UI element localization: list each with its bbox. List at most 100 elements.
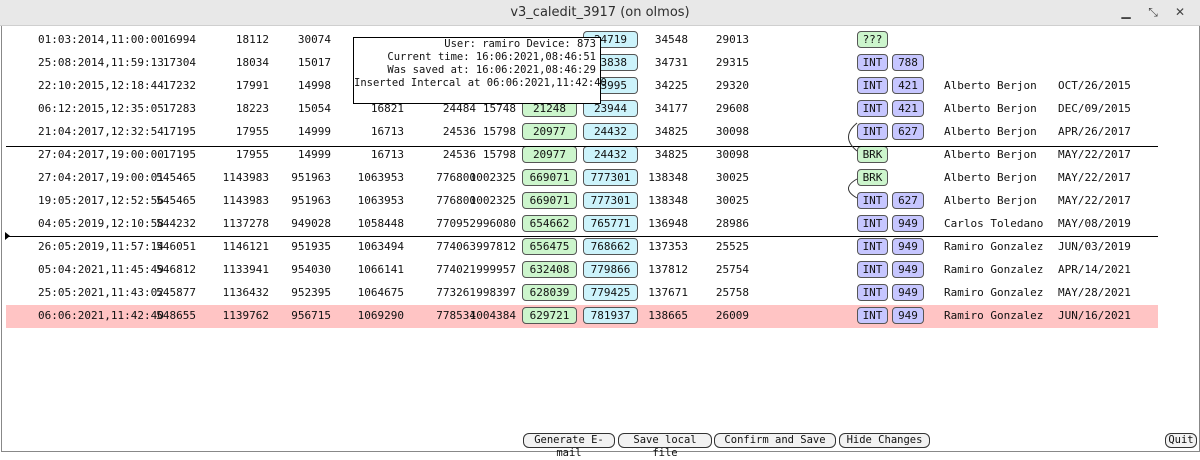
cell-name: Ramiro Gonzalez bbox=[944, 309, 1044, 322]
cell-date: MAY/22/2017 bbox=[1058, 148, 1131, 161]
cell-name: Ramiro Gonzalez bbox=[944, 263, 1044, 276]
cell-n1: 34548 bbox=[654, 33, 688, 46]
save-local-file-button[interactable]: Save local file bbox=[618, 433, 712, 459]
green-value-box[interactable]: 20977 bbox=[522, 146, 577, 163]
green-value-box[interactable]: 654662 bbox=[522, 215, 577, 232]
cyan-value-box[interactable]: 765771 bbox=[583, 215, 638, 232]
cell-date: MAY/08/2019 bbox=[1058, 217, 1131, 230]
table-row[interactable]: 19:05:2017,12:52:56 545465 1143983 951963 10… bbox=[6, 190, 1158, 213]
cell-n2: 30025 bbox=[715, 171, 749, 184]
hide-changes-button[interactable]: Hide Changes bbox=[839, 433, 930, 448]
cyan-value-box[interactable]: 779866 bbox=[583, 261, 638, 278]
cell-c1: 17304 bbox=[162, 56, 196, 69]
cyan-value-box[interactable]: 24432 bbox=[583, 146, 638, 163]
green-value-box[interactable]: 20977 bbox=[522, 123, 577, 140]
cell-c2: 1143983 bbox=[222, 171, 269, 184]
cell-name: Ramiro Gonzalez bbox=[944, 240, 1044, 253]
table-row[interactable]: 21:04:2017,12:32:54 17195 17955 14999 16713 2… bbox=[6, 121, 1158, 144]
green-value-box[interactable]: 669071 bbox=[522, 169, 577, 186]
tag-badge[interactable]: BRK bbox=[857, 169, 888, 186]
tag-badge[interactable]: INT bbox=[857, 261, 888, 278]
cell-c2: 17991 bbox=[235, 79, 269, 92]
generate-email-button[interactable]: Generate E-mail bbox=[523, 433, 615, 459]
cell-n1: 137353 bbox=[648, 240, 688, 253]
tag-badge[interactable]: INT bbox=[857, 77, 888, 94]
cyan-value-box[interactable]: 781937 bbox=[583, 307, 638, 324]
table-row[interactable]: 05:04:2021,11:45:49 546812 1133941 954030 10… bbox=[6, 259, 1158, 282]
cell-c3: 14999 bbox=[297, 148, 331, 161]
interval-number-badge[interactable]: 788 bbox=[892, 54, 924, 71]
cyan-value-box[interactable]: 23944 bbox=[583, 100, 638, 117]
cell-c1: 546812 bbox=[156, 263, 196, 276]
table-row[interactable]: 04:05:2019,12:10:58 544232 1137278 949028 10… bbox=[6, 213, 1158, 236]
tag-badge[interactable]: INT bbox=[857, 54, 888, 71]
interval-number-badge[interactable]: 949 bbox=[892, 284, 924, 301]
cell-c1: 548655 bbox=[156, 309, 196, 322]
close-icon[interactable]: ✕ bbox=[1174, 5, 1186, 19]
table-row[interactable]: 06:12:2015,12:35:05 17283 18223 15054 16821 2… bbox=[6, 98, 1158, 121]
interval-number-badge[interactable]: 949 bbox=[892, 307, 924, 324]
table-row[interactable]: 22:10:2015,12:18:44 17232 17991 14998 34225 2… bbox=[6, 75, 1158, 98]
green-value-box[interactable]: 632408 bbox=[522, 261, 577, 278]
table-row[interactable]: 06:06:2021,11:42:40 548655 1139762 956715 10… bbox=[6, 305, 1158, 328]
tag-badge[interactable]: ??? bbox=[857, 31, 888, 48]
table-row[interactable]: 27:04:2017,19:00:01 545465 1143983 951963 10… bbox=[6, 167, 1158, 190]
cyan-value-box[interactable]: 768662 bbox=[583, 238, 638, 255]
cyan-value-box[interactable]: 24432 bbox=[583, 123, 638, 140]
cell-date: APR/14/2021 bbox=[1058, 263, 1131, 276]
cell-c4: 1063494 bbox=[357, 240, 404, 253]
cell-c4: 1064675 bbox=[357, 286, 404, 299]
green-value-box[interactable]: 628039 bbox=[522, 284, 577, 301]
interval-number-badge[interactable]: 421 bbox=[892, 77, 924, 94]
cell-c2: 1133941 bbox=[222, 263, 269, 276]
cell-c3: 14999 bbox=[297, 125, 331, 138]
interval-number-badge[interactable]: 627 bbox=[892, 123, 924, 140]
green-value-box[interactable]: 656475 bbox=[522, 238, 577, 255]
cell-c3: 15017 bbox=[297, 56, 331, 69]
interval-number-badge[interactable]: 949 bbox=[892, 261, 924, 278]
cell-c6: 15798 bbox=[482, 148, 516, 161]
interval-number-badge[interactable]: 949 bbox=[892, 215, 924, 232]
cyan-value-box[interactable]: 777301 bbox=[583, 169, 638, 186]
interval-number-badge[interactable]: 627 bbox=[892, 192, 924, 209]
quit-button[interactable]: Quit bbox=[1165, 433, 1197, 448]
tooltip-line: Was saved at: 16:06:2021,08:46:29 bbox=[387, 64, 596, 76]
table-row[interactable]: 26:05:2019,11:57:14 546051 1146121 951935 10… bbox=[6, 236, 1158, 259]
maximize-icon[interactable]: ⤡ bbox=[1148, 5, 1158, 19]
tag-badge[interactable]: INT bbox=[857, 238, 888, 255]
cell-c1: 16994 bbox=[162, 33, 196, 46]
cell-n2: 29315 bbox=[715, 56, 749, 69]
cell-c5: 24536 bbox=[442, 148, 476, 161]
table-row[interactable]: 25:05:2021,11:43:02 545877 1136432 952395 10… bbox=[6, 282, 1158, 305]
confirm-and-save-button[interactable]: Confirm and Save bbox=[714, 433, 836, 448]
link-arc bbox=[848, 178, 858, 199]
cell-c3: 949028 bbox=[291, 217, 331, 230]
table-row[interactable]: 27:04:2017,19:00:00 17195 17955 14999 16713 2… bbox=[6, 144, 1158, 167]
tag-badge[interactable]: INT bbox=[857, 284, 888, 301]
tag-badge[interactable]: INT bbox=[857, 192, 888, 209]
tag-badge[interactable]: INT bbox=[857, 123, 888, 140]
window-title: v3_caledit_3917 (on olmos) bbox=[510, 5, 690, 20]
cyan-value-box[interactable]: 779425 bbox=[583, 284, 638, 301]
info-tooltip: User: ramiro Device: 873 Current time: 1… bbox=[353, 37, 607, 104]
tag-badge[interactable]: INT bbox=[857, 307, 888, 324]
cell-c3: 956715 bbox=[291, 309, 331, 322]
green-value-box[interactable]: 669071 bbox=[522, 192, 577, 209]
cell-c1: 17283 bbox=[162, 102, 196, 115]
cell-date: APR/26/2017 bbox=[1058, 125, 1131, 138]
tag-badge[interactable]: INT bbox=[857, 100, 888, 117]
minimize-icon[interactable]: ▁ bbox=[1121, 5, 1131, 19]
cell-c5: 773261 bbox=[436, 286, 476, 299]
cell-n1: 34225 bbox=[654, 79, 688, 92]
cyan-value-box[interactable]: 777301 bbox=[583, 192, 638, 209]
cell-datetime: 27:04:2017,19:00:01 bbox=[38, 171, 164, 184]
tag-badge[interactable]: INT bbox=[857, 215, 888, 232]
cell-c2: 18034 bbox=[235, 56, 269, 69]
cell-n2: 30098 bbox=[715, 125, 749, 138]
green-value-box[interactable]: 629721 bbox=[522, 307, 577, 324]
cell-n2: 25754 bbox=[715, 263, 749, 276]
interval-number-badge[interactable]: 949 bbox=[892, 238, 924, 255]
cell-date: MAY/22/2017 bbox=[1058, 171, 1131, 184]
cell-name: Alberto Berjon bbox=[944, 125, 1037, 138]
interval-number-badge[interactable]: 421 bbox=[892, 100, 924, 117]
